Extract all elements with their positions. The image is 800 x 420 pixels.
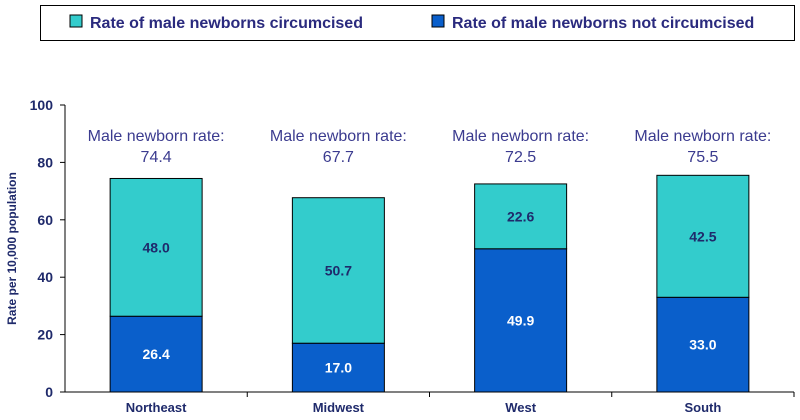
- y-tick-label: 20: [37, 327, 53, 343]
- bar-value-label: 22.6: [507, 208, 534, 224]
- legend-swatch: [431, 14, 445, 28]
- x-category-label: Midwest: [313, 400, 365, 415]
- y-tick-label: 60: [37, 212, 53, 228]
- annotation-title: Male newborn rate:: [452, 128, 589, 145]
- y-tick-label: 0: [45, 384, 53, 400]
- x-category-label: West: [505, 400, 536, 415]
- bar-value-label: 17.0: [325, 360, 352, 376]
- y-axis-label: Rate per 10,000 population: [5, 172, 19, 325]
- legend-label: Rate of male newborns not circumcised: [452, 15, 754, 32]
- y-tick-label: 80: [37, 154, 53, 170]
- legend-label: Rate of male newborns circumcised: [90, 15, 363, 32]
- annotation-title: Male newborn rate:: [634, 128, 771, 145]
- bar-value-label: 48.0: [143, 239, 170, 255]
- annotation-value: 74.4: [141, 149, 172, 166]
- bar-segment: [656, 296, 750, 393]
- bar-value-label: 33.0: [689, 337, 716, 353]
- x-category-label: South: [684, 400, 721, 415]
- bar-segment: [109, 177, 203, 317]
- bar-value-label: 26.4: [143, 346, 170, 362]
- x-category-label: Northeast: [126, 400, 187, 415]
- bar-value-label: 42.5: [689, 228, 716, 244]
- annotation-value: 67.7: [323, 149, 354, 166]
- bar-segment: [291, 342, 385, 393]
- annotation-title: Male newborn rate:: [88, 128, 225, 145]
- legend-box: [40, 5, 795, 41]
- annotation-value: 75.5: [687, 149, 718, 166]
- y-tick-label: 100: [30, 97, 54, 113]
- y-tick-label: 40: [37, 269, 53, 285]
- annotation-value: 72.5: [505, 149, 536, 166]
- bar-segment: [474, 183, 568, 250]
- annotation-title: Male newborn rate:: [270, 128, 407, 145]
- bar-segment: [474, 248, 568, 393]
- bar-segment: [109, 315, 203, 393]
- bar-segment: [656, 174, 750, 298]
- bar-value-label: 49.9: [507, 312, 534, 328]
- bar-segment: [291, 197, 385, 344]
- legend-swatch: [69, 14, 83, 28]
- bar-value-label: 50.7: [325, 262, 352, 278]
